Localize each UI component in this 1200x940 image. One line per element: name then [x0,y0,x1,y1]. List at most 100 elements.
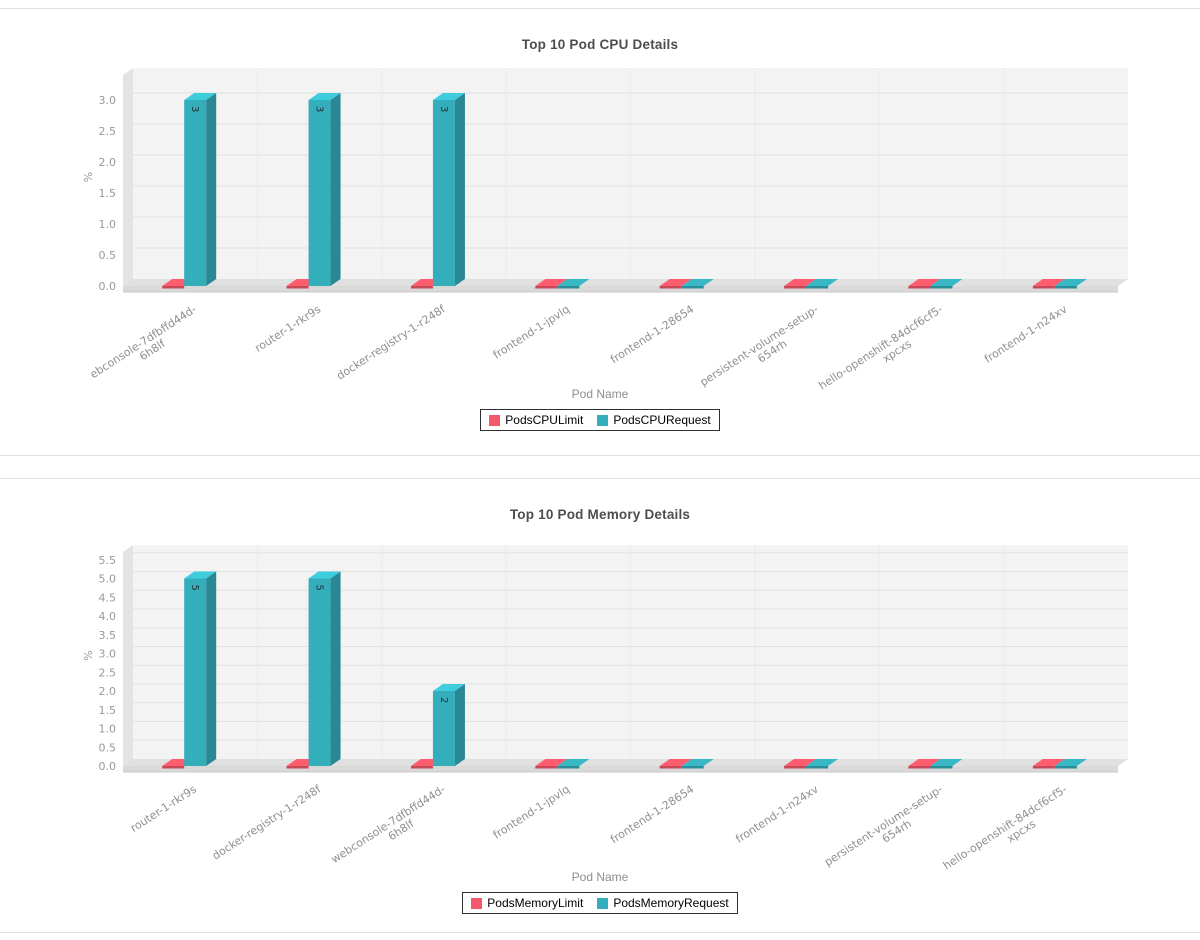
divider-top [0,8,1200,9]
y-axis-title: % [82,650,95,660]
y-tick-label: 3.5 [99,629,117,642]
bar-PodsCPULimit-7[interactable] [1032,279,1065,289]
category-label-5: frontend-1-n24xv [733,782,821,845]
bar-value-label: 3 [438,106,449,112]
y-tick-label: 4.0 [99,610,117,623]
y-tick-label: 1.0 [99,218,117,231]
cpu-legend-box: PodsCPULimit PodsCPURequest [480,409,720,431]
bar-PodsMemoryLimit-6[interactable] [908,759,941,769]
y-tick-label: 3.0 [99,94,117,107]
y-tick-label: 0.0 [99,760,117,773]
y-tick-label: 1.5 [99,704,117,717]
legend-label: PodsCPULimit [505,413,584,427]
y-axis-title: % [82,172,95,182]
cpu-chart-canvas: 0.0 0.5 1.0 1.5 2.0 2.5 3.0% 3 ebconsole-7dfbffd… [82,68,1128,399]
category-label-7: hello-openshift-84dcf6cf5-xpcxs [941,783,1076,879]
y-tick-label: 4.5 [99,591,117,604]
memory-chart-title: Top 10 Pod Memory Details [509,507,691,522]
bar-PodsCPURequest-7[interactable] [1054,279,1087,289]
divider-mid-2 [0,478,1200,479]
bar-PodsCPURequest-6[interactable] [930,279,963,289]
bar-PodsCPURequest-5[interactable] [806,279,839,289]
legend-item-PodsMemoryLimit[interactable]: PodsMemoryLimit [471,896,583,910]
category-label-3: frontend-1-jpvlq [491,303,572,362]
category-label-0: ebconsole-7dfbffd44d-6h8lf [88,303,206,392]
legend-item-PodsMemoryRequest[interactable]: PodsMemoryRequest [597,896,729,910]
bar-PodsCPURequest-2[interactable]: 3 [432,93,465,286]
divider-mid-1 [0,455,1200,456]
bar-PodsCPURequest-3[interactable] [557,279,590,289]
bar-PodsMemoryRequest-1[interactable]: 5 [308,571,341,767]
legend-label: PodsCPURequest [613,413,711,427]
bar-PodsCPULimit-6[interactable] [908,279,941,289]
cpu-chart-title: Top 10 Pod CPU Details [521,37,679,52]
y-tick-label: 5.5 [99,554,117,567]
bar-PodsCPURequest-1[interactable]: 3 [308,93,341,286]
y-tick-label: 2.5 [99,666,117,679]
bar-PodsMemoryRequest-6[interactable] [930,759,963,769]
cpu-chart-section: Top 10 Pod CPU Details 0.0 0.5 1.0 1.5 2.0 2.… [0,9,1200,456]
category-label-1: router-1-rkr9s [252,302,323,354]
category-label-2: docker-registry-1-r248f [334,302,448,382]
y-tick-label: 1.5 [99,187,117,200]
memory-legend-box: PodsMemoryLimit PodsMemoryRequest [462,892,738,914]
y-tick-label: 2.0 [99,156,117,169]
category-label-7: frontend-1-n24xv [982,302,1070,365]
bar-PodsMemoryRequest-5[interactable] [806,759,839,769]
legend-item-PodsCPURequest[interactable]: PodsCPURequest [597,413,711,427]
memory-chart-section: Top 10 Pod Memory Details 0.0 0.5 1.0 1.5 2.… [0,479,1200,926]
bar-PodsMemoryRequest-0[interactable]: 5 [184,571,217,767]
y-tick-label: 2.0 [99,685,117,698]
legend-label: PodsMemoryLimit [487,896,584,910]
memory-legend-row: PodsMemoryLimit PodsMemoryRequest [0,892,1200,914]
legend-item-PodsCPULimit[interactable]: PodsCPULimit [489,413,583,427]
category-label-3: frontend-1-jpvlq [491,783,572,842]
bar-PodsMemoryRequest-3[interactable] [557,759,590,769]
category-label-6: persistent-volume-setup-654rh [822,783,952,879]
y-tick-label: 0.5 [99,741,117,754]
bar-PodsMemoryLimit-7[interactable] [1032,759,1065,769]
bar-PodsCPURequest-0[interactable]: 3 [184,93,217,286]
memory-chart-canvas: 0.0 0.5 1.0 1.5 2.0 2.5 3.0 3.5 4.0 4.5 5.0 5.5% 5 ro… [82,545,1128,879]
bar-PodsCPULimit-4[interactable] [659,279,692,289]
category-label-1: docker-registry-1-r248f [210,782,324,862]
y-tick-label: 5.0 [99,573,117,586]
plot-3d-frame [123,545,1128,773]
y-tick-label: 0.5 [99,249,117,262]
legend-swatch-PodsCPULimit [489,414,501,426]
bar-value-label: 3 [189,106,200,112]
bar-value-label: 5 [314,585,325,591]
category-label-0: router-1-rkr9s [128,782,199,834]
divider-bottom [0,932,1200,933]
legend-swatch-PodsMemoryLimit [471,897,483,909]
bar-PodsMemoryRequest-2[interactable]: 2 [432,684,465,766]
bar-PodsCPURequest-4[interactable] [681,279,714,289]
cpu-x-axis-title: Pod Name [571,387,629,401]
y-tick-label: 0.0 [99,280,117,293]
bar-value-label: 5 [189,585,200,591]
bar-PodsCPULimit-5[interactable] [784,279,817,289]
y-tick-label: 1.0 [99,723,117,736]
y-tick-label: 2.5 [99,125,117,138]
legend-swatch-PodsCPURequest [597,414,609,426]
memory-x-axis-title: Pod Name [571,870,629,884]
category-label-2: webconsole-7dfbffd44d-6h8lf [329,783,454,876]
bar-PodsMemoryRequest-4[interactable] [681,759,714,769]
bar-PodsMemoryLimit-4[interactable] [659,759,692,769]
legend-label: PodsMemoryRequest [613,896,729,910]
bar-PodsMemoryRequest-7[interactable] [1054,759,1087,769]
bar-value-label: 2 [438,697,449,703]
bar-PodsMemoryLimit-3[interactable] [535,759,568,769]
category-label-5: persistent-volume-setup-654rh [698,303,828,399]
category-label-4: frontend-1-28654 [608,303,696,367]
bar-PodsCPULimit-3[interactable] [535,279,568,289]
category-label-4: frontend-1-28654 [608,783,696,847]
bar-value-label: 3 [314,106,325,112]
plot-3d-frame [123,68,1128,293]
y-tick-label: 3.0 [99,648,117,661]
cpu-legend-row: PodsCPULimit PodsCPURequest [0,409,1200,431]
legend-swatch-PodsMemoryRequest [597,897,609,909]
y-axis: 0.0 0.5 1.0 1.5 2.0 2.5 3.0 3.5 4.0 4.5 5.0 5.5% [82,554,116,773]
bar-PodsMemoryLimit-5[interactable] [784,759,817,769]
